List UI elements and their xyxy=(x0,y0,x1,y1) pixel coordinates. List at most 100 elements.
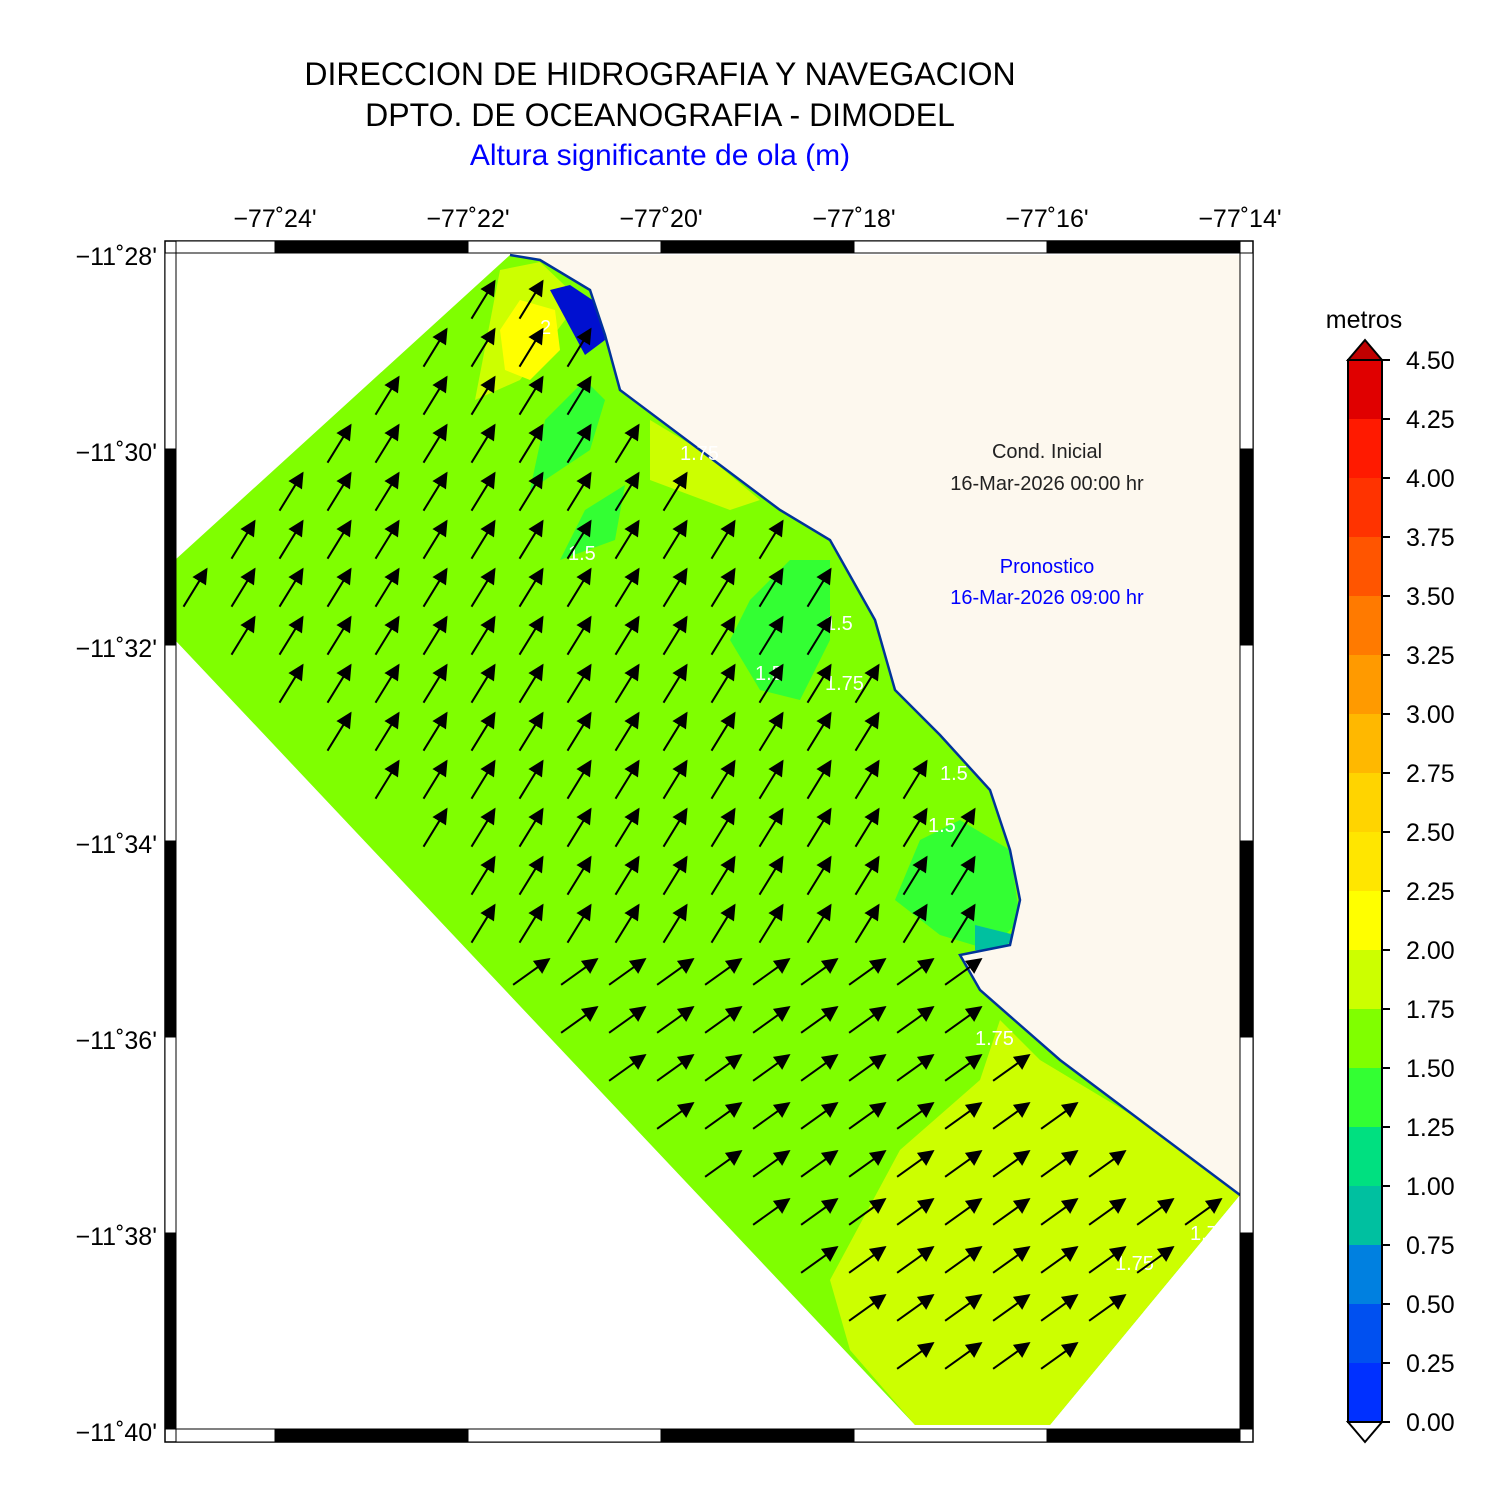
wave-direction-arrow xyxy=(950,903,976,944)
colorbar-band xyxy=(1348,950,1382,1010)
wave-direction-arrow xyxy=(752,1102,791,1130)
wave-direction-arrow xyxy=(662,615,688,656)
wave-direction-arrow xyxy=(608,1054,647,1082)
wave-direction-arrow xyxy=(278,615,304,656)
wave-direction-arrow xyxy=(470,423,496,464)
wave-direction-arrow xyxy=(806,615,832,656)
colorbar-band xyxy=(1348,1245,1382,1305)
wave-direction-arrow xyxy=(560,1006,599,1034)
wave-direction-arrow xyxy=(518,471,544,512)
colorbar-band xyxy=(1348,419,1382,479)
wave-direction-arrow xyxy=(566,711,592,752)
wave-direction-arrow xyxy=(422,375,448,416)
contour-label: 1.5 xyxy=(568,543,596,565)
wave-direction-arrow xyxy=(374,663,400,704)
wave-direction-arrow xyxy=(800,1054,839,1082)
wave-direction-arrow xyxy=(470,759,496,800)
top-scale-bar xyxy=(853,240,1048,254)
wave-direction-arrow xyxy=(662,807,688,848)
wave-direction-arrow xyxy=(896,1102,935,1130)
wave-direction-arrow xyxy=(662,855,688,896)
wave-direction-arrow xyxy=(1088,1150,1127,1178)
wave-direction-arrow xyxy=(518,663,544,704)
wave-direction-arrow xyxy=(806,903,832,944)
contour-label: 1.75 xyxy=(825,673,864,695)
wave-direction-arrow xyxy=(848,1102,887,1130)
wave-direction-arrow xyxy=(848,958,887,986)
colorbar-tick-label: 0.00 xyxy=(1406,1409,1455,1437)
contour-labels: 2 1.5 1.75 1.5 1.5 1.5 1.75 1.5 1.75 1.7… xyxy=(540,317,1229,1275)
colorbar-tick-label: 2.50 xyxy=(1406,819,1455,847)
wave-direction-arrow xyxy=(848,1198,887,1226)
wave-direction-arrow xyxy=(800,1006,839,1034)
wave-direction-arrow xyxy=(614,759,640,800)
wave-direction-arrow xyxy=(662,471,688,512)
wave-direction-arrow xyxy=(950,855,976,896)
wave-direction-arrow xyxy=(566,519,592,560)
wave-direction-arrow xyxy=(656,1006,695,1034)
wave-direction-arrow xyxy=(470,279,496,320)
wave-direction-arrow xyxy=(278,663,304,704)
wave-direction-arrow xyxy=(896,1198,935,1226)
wave-direction-arrow xyxy=(326,615,352,656)
top-scale-bar xyxy=(274,240,469,254)
wave-direction-arrow xyxy=(422,615,448,656)
wave-direction-arrow xyxy=(806,759,832,800)
title-line-1: DIRECCION DE HIDROGRAFIA Y NAVEGACION xyxy=(304,56,1016,92)
lat-tick-label: −11˚30' xyxy=(76,439,157,467)
wave-direction-arrow xyxy=(944,1006,983,1034)
wave-direction-arrow xyxy=(704,1054,743,1082)
wave-direction-arrow xyxy=(710,759,736,800)
wave-direction-arrow xyxy=(848,1054,887,1082)
lon-tick-label: −77˚18' xyxy=(812,205,895,233)
wave-direction-arrow xyxy=(470,375,496,416)
wave-direction-arrow xyxy=(806,807,832,848)
colorbar-tick-label: 1.50 xyxy=(1406,1055,1455,1083)
colorbar-band xyxy=(1348,1304,1382,1364)
wave-direction-arrow xyxy=(752,1006,791,1034)
coastline xyxy=(509,253,1241,1196)
left-scale-bar xyxy=(164,1036,177,1234)
wave-direction-arrow xyxy=(992,1246,1031,1274)
wave-direction-arrow xyxy=(950,807,976,848)
wave-direction-arrow xyxy=(374,759,400,800)
wave-direction-arrow xyxy=(422,423,448,464)
wave-direction-arrow xyxy=(800,958,839,986)
right-scale-bar xyxy=(1239,1036,1254,1234)
wave-direction-arrow xyxy=(608,1006,647,1034)
wave-direction-arrow xyxy=(806,567,832,608)
right-scale-bar xyxy=(1239,840,1254,1038)
top-scale-bar xyxy=(175,240,276,254)
wave-direction-arrow xyxy=(944,1102,983,1130)
right-scale-bar xyxy=(1239,448,1254,646)
wave-direction-arrow xyxy=(896,958,935,986)
colorbar-tick-label: 3.00 xyxy=(1406,701,1455,729)
wave-direction-arrow xyxy=(518,519,544,560)
right-scale-bar xyxy=(1239,1232,1254,1430)
wave-direction-arrow xyxy=(422,519,448,560)
bottom-scale-bar xyxy=(175,1428,276,1443)
lon-tick-labels: −77˚24' −77˚22' −77˚20' −77˚18' −77˚16' … xyxy=(233,205,1281,233)
bottom-scale-bar xyxy=(467,1428,662,1443)
wave-direction-arrow xyxy=(470,711,496,752)
wave-direction-arrow xyxy=(1040,1198,1079,1226)
wave-direction-arrow xyxy=(326,423,352,464)
wave-direction-arrow xyxy=(902,807,928,848)
colorbar-band xyxy=(1348,1068,1382,1128)
wave-direction-arrow xyxy=(614,711,640,752)
lon-tick-label: −77˚24' xyxy=(233,205,316,233)
wave-direction-arrow xyxy=(422,471,448,512)
colorbar-tick-label: 4.50 xyxy=(1406,347,1455,375)
wave-direction-arrow xyxy=(944,1198,983,1226)
wave-direction-arrow xyxy=(518,327,544,368)
colorbar-tick-label: 4.00 xyxy=(1406,465,1455,493)
wave-direction-arrow xyxy=(896,1246,935,1274)
wave-direction-arrow xyxy=(854,903,880,944)
initial-condition-label: Cond. Inicial xyxy=(992,441,1102,463)
wave-direction-arrow xyxy=(944,958,983,986)
wave-direction-arrow xyxy=(944,1294,983,1322)
contour-label: 1.75 xyxy=(1190,1223,1229,1245)
wave-direction-arrow xyxy=(656,1102,695,1130)
wave-direction-arrow xyxy=(614,807,640,848)
